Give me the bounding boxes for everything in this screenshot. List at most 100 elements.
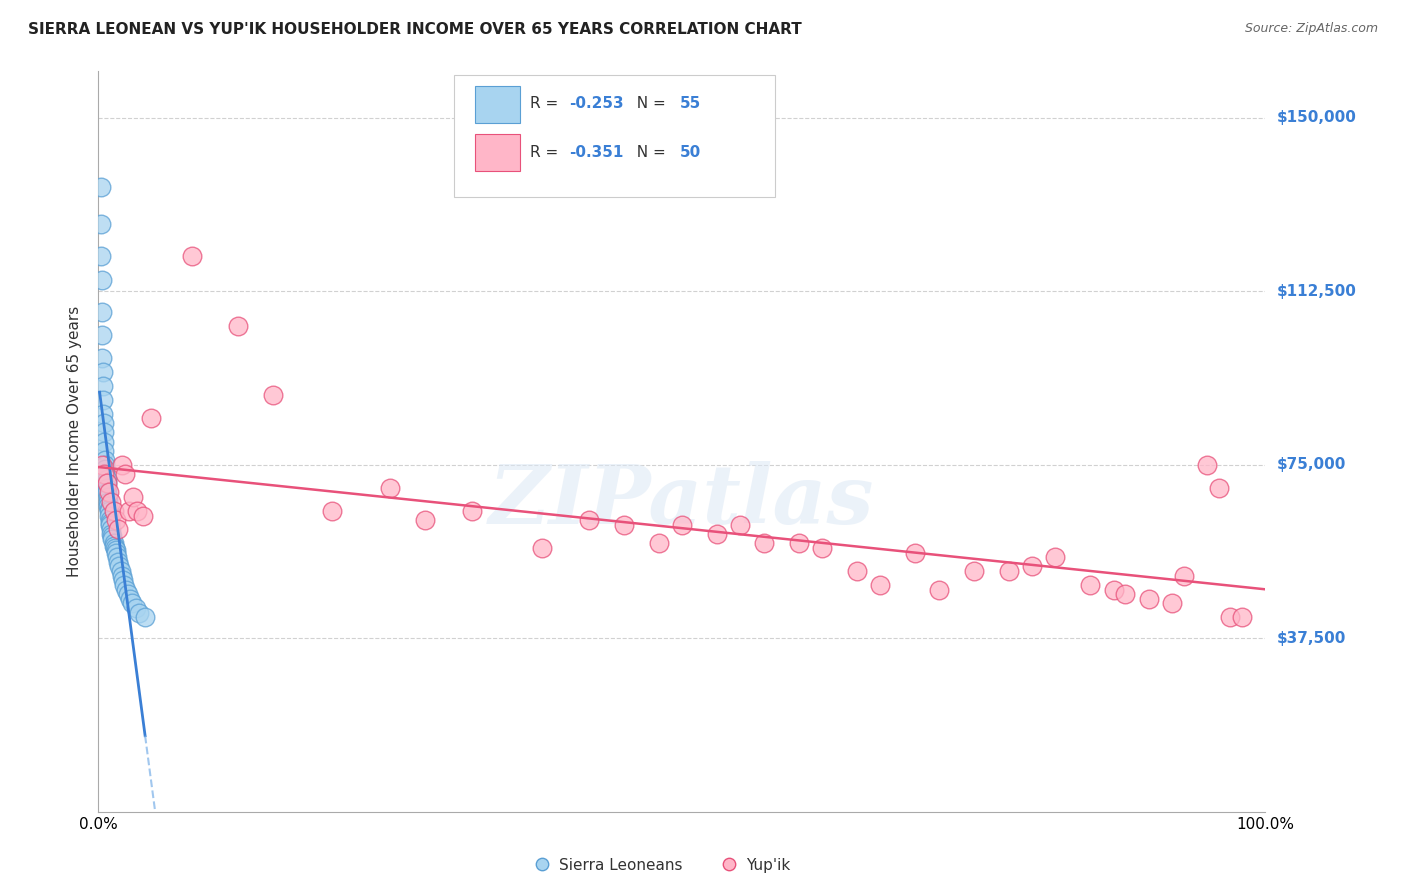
Point xyxy=(1195,458,1218,472)
Point xyxy=(118,504,141,518)
Point xyxy=(1114,587,1136,601)
Point xyxy=(103,504,125,518)
Point xyxy=(1045,550,1067,565)
Text: -0.253: -0.253 xyxy=(568,95,623,111)
Point xyxy=(125,601,148,615)
Text: ZIPatlas: ZIPatlas xyxy=(489,461,875,541)
Point xyxy=(578,513,600,527)
Point xyxy=(91,365,114,379)
Point xyxy=(101,529,124,543)
Point xyxy=(90,305,112,319)
Point xyxy=(90,351,112,366)
Point xyxy=(228,318,250,333)
Text: -0.351: -0.351 xyxy=(568,145,623,161)
Point xyxy=(93,416,115,430)
Point xyxy=(706,527,728,541)
Point xyxy=(100,527,122,541)
Point xyxy=(180,250,202,264)
Point xyxy=(94,458,117,472)
FancyBboxPatch shape xyxy=(475,87,520,123)
Text: Sierra Leoneans: Sierra Leoneans xyxy=(560,857,683,872)
FancyBboxPatch shape xyxy=(454,75,775,197)
Point xyxy=(97,508,120,523)
Point xyxy=(811,541,834,555)
Point xyxy=(530,541,553,555)
Point xyxy=(90,217,112,231)
Point xyxy=(121,597,143,611)
Text: $37,500: $37,500 xyxy=(1277,631,1346,646)
Point xyxy=(380,481,402,495)
Point xyxy=(96,481,118,495)
Point xyxy=(1208,481,1230,495)
Point xyxy=(103,539,125,553)
Point xyxy=(1080,578,1102,592)
Point xyxy=(111,568,134,582)
Point xyxy=(461,504,484,518)
Point xyxy=(997,564,1019,578)
Point xyxy=(1021,559,1043,574)
Text: 50: 50 xyxy=(679,145,700,161)
Point xyxy=(93,425,115,440)
Point xyxy=(110,564,132,578)
Point xyxy=(90,272,112,286)
Point xyxy=(112,578,135,592)
Point xyxy=(122,490,145,504)
Point xyxy=(90,458,112,472)
Text: Source: ZipAtlas.com: Source: ZipAtlas.com xyxy=(1244,22,1378,36)
Point xyxy=(94,462,117,476)
Point xyxy=(93,467,115,481)
Point xyxy=(96,476,118,491)
Point xyxy=(114,467,136,481)
Point xyxy=(1161,597,1184,611)
Point xyxy=(752,536,775,550)
Point xyxy=(101,532,124,546)
Point xyxy=(111,574,134,588)
Point xyxy=(96,471,118,485)
Point xyxy=(787,536,810,550)
Point xyxy=(91,407,114,421)
Point xyxy=(93,443,115,458)
Point xyxy=(94,453,117,467)
Point xyxy=(91,379,114,393)
Point xyxy=(321,504,343,518)
Point xyxy=(647,536,669,550)
Point xyxy=(90,250,112,264)
Point xyxy=(1102,582,1125,597)
Point xyxy=(413,513,436,527)
Text: 55: 55 xyxy=(679,95,700,111)
Point xyxy=(730,517,752,532)
Point xyxy=(98,516,121,530)
Point xyxy=(904,545,927,560)
Point xyxy=(108,559,131,574)
Point xyxy=(613,517,636,532)
Point xyxy=(98,513,121,527)
Text: $75,000: $75,000 xyxy=(1277,458,1346,472)
Point xyxy=(111,458,134,472)
Point xyxy=(115,582,138,597)
Point xyxy=(97,504,120,518)
Point xyxy=(97,501,120,516)
Point xyxy=(1230,610,1253,624)
Point xyxy=(107,555,129,569)
Point xyxy=(132,508,155,523)
Point xyxy=(103,536,125,550)
Point xyxy=(107,523,129,537)
Point xyxy=(846,564,869,578)
Point xyxy=(104,543,127,558)
Y-axis label: Householder Income Over 65 years: Householder Income Over 65 years xyxy=(67,306,83,577)
Text: $150,000: $150,000 xyxy=(1277,110,1357,125)
Point xyxy=(671,517,693,532)
Point xyxy=(90,328,112,343)
Point xyxy=(128,606,150,620)
Point xyxy=(962,564,984,578)
Point xyxy=(97,485,120,500)
Point xyxy=(96,476,118,491)
Point xyxy=(1137,591,1160,606)
Text: $112,500: $112,500 xyxy=(1277,284,1357,299)
Text: Yup'ik: Yup'ik xyxy=(747,857,790,872)
Text: SIERRA LEONEAN VS YUP'IK HOUSEHOLDER INCOME OVER 65 YEARS CORRELATION CHART: SIERRA LEONEAN VS YUP'IK HOUSEHOLDER INC… xyxy=(28,22,801,37)
Point xyxy=(104,541,127,555)
Point xyxy=(93,434,115,449)
Point xyxy=(928,582,950,597)
Point xyxy=(125,504,148,518)
